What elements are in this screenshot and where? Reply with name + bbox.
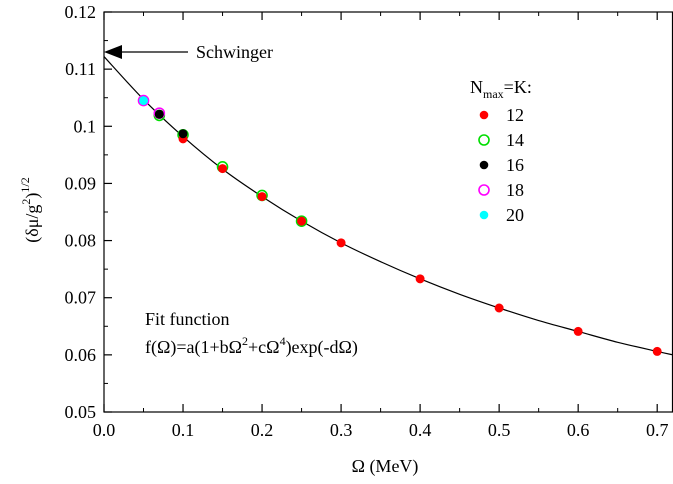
- y-tick-label: 0.09: [65, 173, 97, 193]
- point-series-14: [295, 215, 308, 227]
- formula-sup-2: 4: [280, 334, 286, 348]
- formula-sup-1: 2: [242, 334, 248, 348]
- point-series-20: [139, 96, 149, 106]
- point-series-12: [218, 164, 228, 174]
- point-series-12: [297, 216, 307, 226]
- x-tick-label: 0.2: [251, 420, 274, 440]
- schwinger-label: Schwinger: [196, 42, 273, 62]
- x-tick-label: 0.1: [172, 420, 195, 440]
- x-tick-label: 0.5: [488, 420, 511, 440]
- point-series-12: [336, 238, 346, 248]
- x-tick-label: 0.6: [567, 420, 590, 440]
- formula-part-1: f(Ω)=a(1+bΩ: [145, 337, 242, 358]
- legend-label-16: 16: [506, 155, 524, 175]
- y-axis-title-sup: 2: [19, 199, 33, 205]
- point-series-12: [257, 192, 267, 202]
- y-tick-label: 0.08: [65, 231, 97, 251]
- legend-title-rest: =K:: [504, 77, 532, 97]
- fit-function-label: Fit function: [145, 309, 230, 329]
- fit-curve-line: [103, 56, 673, 356]
- legend-title-main: N: [470, 77, 483, 97]
- legend-marker-20: [479, 210, 489, 220]
- y-tick-label: 0.05: [65, 402, 97, 422]
- legend-label-18: 18: [506, 180, 524, 200]
- ticks: 0.0 0.1 0.2 0.3 0.4 0.5 0.6 0.7 0.05 0.06 0.07 0.08…: [65, 2, 669, 440]
- y-tick-label: 0.07: [65, 288, 97, 308]
- legend-label-12: 12: [506, 105, 524, 125]
- point-series-18: [137, 94, 150, 107]
- legend-marker-18: [478, 184, 490, 196]
- fit-function-formula: f(Ω)=a(1+bΩ2+cΩ4)exp(-dΩ): [145, 334, 358, 358]
- schwinger-annotation: Schwinger: [104, 42, 273, 62]
- y-axis-title-base: (δμ/g: [22, 205, 43, 243]
- y-tick-label: 0.1: [74, 116, 97, 136]
- schwinger-arrow-head: [104, 45, 122, 59]
- y-axis-title-close: ): [22, 193, 43, 199]
- legend-label-14: 14: [506, 130, 524, 150]
- legend-marker-16: [479, 160, 489, 170]
- legend-title: Nmax=K:: [470, 77, 532, 101]
- point-series-12: [573, 326, 583, 336]
- y-tick-label: 0.06: [65, 345, 97, 365]
- legend-title-sub: max: [483, 87, 504, 101]
- legend-marker-12: [479, 110, 489, 120]
- x-tick-label: 0.3: [330, 420, 353, 440]
- point-series-12: [415, 274, 425, 284]
- y-axis-title: (δμ/g2)1/2: [18, 177, 43, 242]
- fit-curve: [103, 56, 673, 356]
- legend-marker-14: [478, 134, 490, 146]
- data-points: [137, 94, 662, 356]
- point-series-12: [494, 303, 504, 313]
- x-tick-label: 0.7: [646, 420, 669, 440]
- formula-part-2: +cΩ: [248, 337, 280, 357]
- formula-part-3: )exp(-dΩ): [286, 337, 358, 358]
- point-series-16: [178, 129, 188, 139]
- y-axis-title-exp: 1/2: [18, 177, 32, 192]
- x-axis-title: Ω (MeV): [352, 456, 419, 477]
- point-series-16: [154, 109, 164, 119]
- legend: 12 14 16 18 20: [478, 105, 524, 225]
- y-tick-label: 0.12: [65, 2, 97, 22]
- x-tick-label: 0.0: [93, 420, 116, 440]
- x-tick-label: 0.4: [409, 420, 432, 440]
- point-series-12: [652, 346, 662, 356]
- legend-label-20: 20: [506, 205, 524, 225]
- y-tick-label: 0.11: [65, 59, 96, 79]
